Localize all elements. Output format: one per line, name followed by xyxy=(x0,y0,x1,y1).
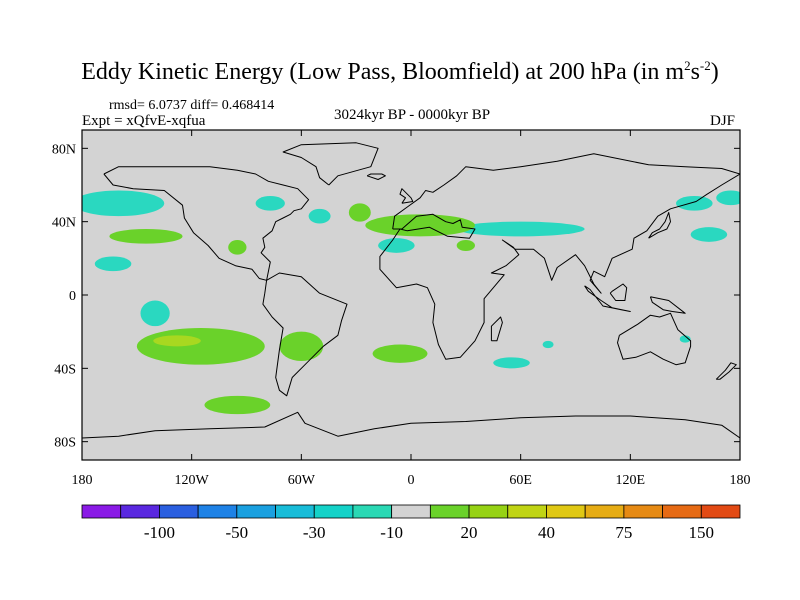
region-north-america-west xyxy=(255,196,285,211)
title-exponent-2: -2 xyxy=(699,58,711,73)
x-tick-label: 180 xyxy=(730,473,751,488)
anomaly-regions xyxy=(82,190,740,415)
region-asia-cyan-band xyxy=(456,221,585,237)
colorbar-swatch xyxy=(159,504,199,519)
colorbar-swatch xyxy=(391,504,431,519)
colorbar-swatch xyxy=(197,504,238,519)
y-tick-label: 40S xyxy=(54,362,76,377)
colorbar-label: 150 xyxy=(689,523,715,542)
colorbar-label: -50 xyxy=(225,523,248,542)
colorbar-swatch xyxy=(507,504,547,519)
colorbar-swatch xyxy=(623,504,663,519)
map-background xyxy=(82,130,740,460)
colorbar-label: -30 xyxy=(303,523,326,542)
title-mid: s xyxy=(690,59,700,85)
page-title: Eddy Kinetic Energy (Low Pass, Bloomfiel… xyxy=(0,58,800,86)
experiment-label: Expt = xQfvE-xqfua xyxy=(82,113,206,129)
y-tick-label: 0 xyxy=(69,289,76,304)
x-tick-label: 60W xyxy=(288,473,316,488)
greenland-coast xyxy=(282,142,379,186)
eurasia-africa-coast xyxy=(379,153,740,360)
region-north-atlantic-west xyxy=(82,190,165,217)
region-north-pacific-green xyxy=(109,229,183,244)
colorbar-swatch xyxy=(700,504,741,519)
colorbar-label: 40 xyxy=(538,523,555,542)
region-subtropic-pacific-cyan xyxy=(94,256,132,272)
title-main: Eddy Kinetic Energy (Low Pass, Bloomfiel… xyxy=(81,59,685,85)
colorbar-swatch xyxy=(546,504,586,519)
region-central-atlantic-north xyxy=(308,208,331,224)
region-south-atlantic-green xyxy=(372,344,428,363)
colorbar-label: 20 xyxy=(461,523,478,542)
colorbar-swatch xyxy=(584,504,625,519)
region-atlantic-green-north xyxy=(348,203,371,222)
region-pacific-cyan-northwest xyxy=(690,227,728,242)
new-guinea-coast xyxy=(649,296,686,314)
region-southern-ocean-green xyxy=(204,395,271,415)
region-south-atlantic-cyan-small xyxy=(542,340,554,349)
title-close: ) xyxy=(710,59,719,85)
iceland-coast xyxy=(366,173,386,180)
x-tick-label: 60E xyxy=(509,473,532,488)
borneo-coast xyxy=(609,283,628,301)
indonesia-coast xyxy=(584,285,631,312)
colorbar-label: -10 xyxy=(380,523,403,542)
x-tick-label: 120E xyxy=(616,473,646,488)
y-tick-label: 40N xyxy=(52,216,76,231)
title-exponent-1: 2 xyxy=(684,58,691,73)
colorbar-swatch xyxy=(429,504,470,519)
rmsd-stats: rmsd= 6.0737 diff= 0.468414 xyxy=(109,98,275,113)
new-zealand-coast xyxy=(715,362,737,380)
antarctica-coast xyxy=(82,411,740,439)
period-label: 3024kyr BP - 0000kyr BP xyxy=(333,107,491,123)
colorbar-swatch xyxy=(120,504,160,519)
colorbar-swatch xyxy=(468,504,509,519)
region-north-pacific-far-east xyxy=(716,190,740,206)
region-south-pacific-green-east xyxy=(279,331,324,362)
north-america-coast xyxy=(103,166,310,281)
y-tick-label: 80N xyxy=(52,142,76,157)
region-north-america-green xyxy=(228,240,247,255)
colorbar-swatch xyxy=(313,504,354,519)
region-south-pacific-yellow-green xyxy=(153,335,201,347)
region-east-pacific-cyan xyxy=(140,300,170,327)
britain-coast xyxy=(399,188,414,204)
x-tick-label: 180 xyxy=(72,473,93,488)
x-tick-label: 120W xyxy=(175,473,210,488)
y-tick-label: 80S xyxy=(54,436,76,451)
region-south-pacific-green-main xyxy=(136,328,265,365)
colorbar-swatch xyxy=(662,504,702,519)
axis-ticks: 180 120W 60W 0 60E 120E 180 80N 40N 0 40S 80S xyxy=(52,130,751,488)
japan-coast xyxy=(648,212,671,239)
region-north-pacific-east xyxy=(676,196,713,211)
coastlines xyxy=(82,142,740,439)
colorbar-swatch xyxy=(81,504,122,519)
season-label: DJF xyxy=(710,113,736,129)
colorbar-swatch xyxy=(352,504,393,519)
colorbar-swatch xyxy=(275,504,315,519)
madagascar-coast xyxy=(490,316,503,342)
colorbar: -100 -50 -30 -10 20 40 75 150 xyxy=(81,504,741,542)
region-mediterranean-green xyxy=(365,214,475,237)
region-mediterranean-cyan-west xyxy=(378,238,415,253)
colorbar-swatch xyxy=(236,504,276,519)
x-tick-label: 0 xyxy=(408,473,415,488)
south-america-coast xyxy=(262,272,348,397)
region-indian-ocean-cyan xyxy=(493,357,530,369)
region-south-pacific-cyan-small xyxy=(679,335,691,343)
region-africa-green-north xyxy=(456,240,475,251)
colorbar-label: -100 xyxy=(144,523,175,542)
australia-coast xyxy=(617,312,692,366)
colorbar-label: 75 xyxy=(615,523,632,542)
